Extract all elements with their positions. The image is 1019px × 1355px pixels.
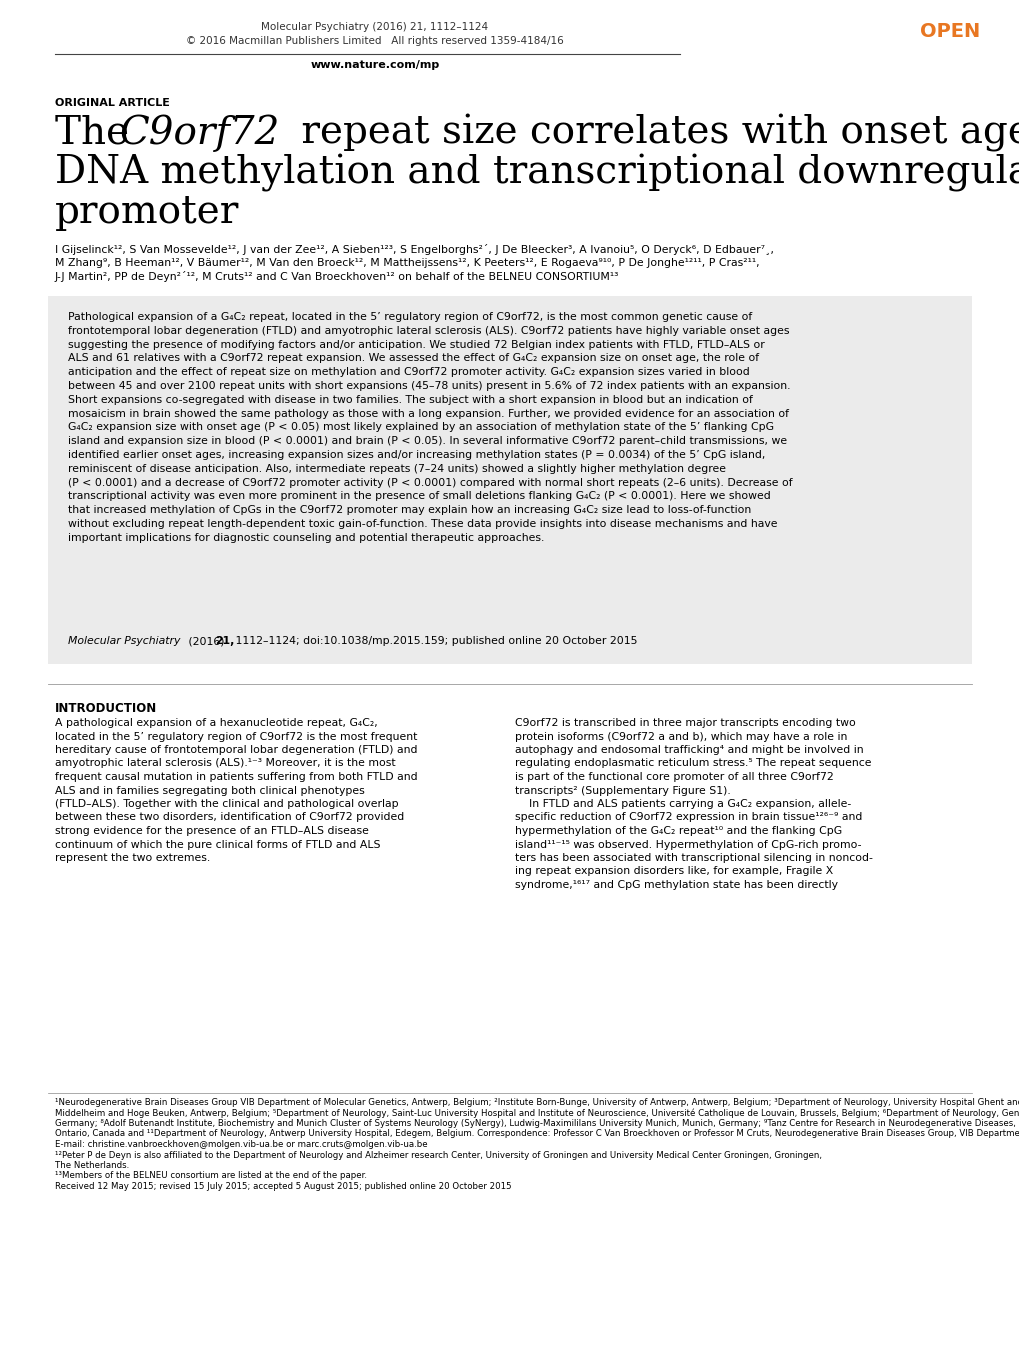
Text: INTRODUCTION: INTRODUCTION xyxy=(55,702,157,715)
Text: syndrome,¹⁶¹⁷ and CpG methylation state has been directly: syndrome,¹⁶¹⁷ and CpG methylation state … xyxy=(515,879,838,890)
Text: protein isoforms (C9orf72 a and b), which may have a role in: protein isoforms (C9orf72 a and b), whic… xyxy=(515,732,847,741)
Text: repeat size correlates with onset age of disease,: repeat size correlates with onset age of… xyxy=(288,114,1019,152)
Text: amyotrophic lateral sclerosis (ALS).¹⁻³ Moreover, it is the most: amyotrophic lateral sclerosis (ALS).¹⁻³ … xyxy=(55,759,395,768)
Text: Molecular Psychiatry: Molecular Psychiatry xyxy=(68,635,180,646)
Text: is part of the functional core promoter of all three C9orf72: is part of the functional core promoter … xyxy=(515,772,833,782)
Text: hereditary cause of frontotemporal lobar degeneration (FTLD) and: hereditary cause of frontotemporal lobar… xyxy=(55,745,417,755)
Text: mosaicism in brain showed the same pathology as those with a long expansion. Fur: mosaicism in brain showed the same patho… xyxy=(68,409,789,419)
Text: Ontario, Canada and ¹¹Department of Neurology, Antwerp University Hospital, Edeg: Ontario, Canada and ¹¹Department of Neur… xyxy=(55,1130,1019,1138)
Text: In FTLD and ALS patients carrying a G₄C₂ expansion, allele-: In FTLD and ALS patients carrying a G₄C₂… xyxy=(515,799,851,809)
Text: 21,: 21, xyxy=(215,635,234,646)
Text: ORIGINAL ARTICLE: ORIGINAL ARTICLE xyxy=(55,98,170,108)
Text: transcripts² (Supplementary Figure S1).: transcripts² (Supplementary Figure S1). xyxy=(515,786,730,795)
Text: island¹¹⁻¹⁵ was observed. Hypermethylation of CpG-rich promo-: island¹¹⁻¹⁵ was observed. Hypermethylati… xyxy=(515,840,861,850)
Text: 1112–1124; doi:10.1038/mp.2015.159; published online 20 October 2015: 1112–1124; doi:10.1038/mp.2015.159; publ… xyxy=(231,635,637,646)
Text: Short expansions co-segregated with disease in two families. The subject with a : Short expansions co-segregated with dise… xyxy=(68,394,752,405)
Text: important implications for diagnostic counseling and potential therapeutic appro: important implications for diagnostic co… xyxy=(68,533,544,543)
Bar xyxy=(48,295,971,664)
Text: anticipation and the effect of repeat size on methylation and C9orf72 promoter a: anticipation and the effect of repeat si… xyxy=(68,367,749,377)
Text: ¹²Peter P de Deyn is also affiliated to the Department of Neurology and Alzheime: ¹²Peter P de Deyn is also affiliated to … xyxy=(55,1150,821,1160)
Text: continuum of which the pure clinical forms of FTLD and ALS: continuum of which the pure clinical for… xyxy=(55,840,380,850)
Text: represent the two extremes.: represent the two extremes. xyxy=(55,854,210,863)
Text: ¹Neurodegenerative Brain Diseases Group VIB Department of Molecular Genetics, An: ¹Neurodegenerative Brain Diseases Group … xyxy=(55,1098,1019,1107)
Text: between these two disorders, identification of C9orf72 provided: between these two disorders, identificat… xyxy=(55,813,404,822)
Text: ¹³Members of the BELNEU consortium are listed at the end of the paper.: ¹³Members of the BELNEU consortium are l… xyxy=(55,1172,367,1180)
Text: (FTLD–ALS). Together with the clinical and pathological overlap: (FTLD–ALS). Together with the clinical a… xyxy=(55,799,398,809)
Text: frontotemporal lobar degeneration (FTLD) and amyotrophic lateral sclerosis (ALS): frontotemporal lobar degeneration (FTLD)… xyxy=(68,325,789,336)
Text: C9orf72: C9orf72 xyxy=(119,114,279,152)
Text: without excluding repeat length-dependent toxic gain-of-function. These data pro: without excluding repeat length-dependen… xyxy=(68,519,776,528)
Text: (P < 0.0001) and a decrease of C9orf72 promoter activity (P < 0.0001) compared w: (P < 0.0001) and a decrease of C9orf72 p… xyxy=(68,477,792,488)
Text: Received 12 May 2015; revised 15 July 2015; accepted 5 August 2015; published on: Received 12 May 2015; revised 15 July 20… xyxy=(55,1182,512,1191)
Text: G₄C₂ expansion size with onset age (P < 0.05) most likely explained by an associ: G₄C₂ expansion size with onset age (P < … xyxy=(68,423,773,432)
Text: OPEN: OPEN xyxy=(919,22,979,41)
Text: that increased methylation of CpGs in the C9orf72 promoter may explain how an in: that increased methylation of CpGs in th… xyxy=(68,505,751,515)
Text: ALS and 61 relatives with a C9orf72 repeat expansion. We assessed the effect of : ALS and 61 relatives with a C9orf72 repe… xyxy=(68,354,758,363)
Text: ters has been associated with transcriptional silencing in noncod-: ters has been associated with transcript… xyxy=(515,854,872,863)
Text: suggesting the presence of modifying factors and/or anticipation. We studied 72 : suggesting the presence of modifying fac… xyxy=(68,340,764,350)
Text: The: The xyxy=(55,114,142,150)
Text: E-mail: christine.vanbroeckhoven@molgen.vib-ua.be or marc.cruts@molgen.vib-ua.be: E-mail: christine.vanbroeckhoven@molgen.… xyxy=(55,1140,427,1149)
Text: promoter: promoter xyxy=(55,194,239,230)
Text: between 45 and over 2100 repeat units with short expansions (45–78 units) presen: between 45 and over 2100 repeat units wi… xyxy=(68,381,790,392)
Text: frequent causal mutation in patients suffering from both FTLD and: frequent causal mutation in patients suf… xyxy=(55,772,417,782)
Text: A pathological expansion of a hexanucleotide repeat, G₄C₂,: A pathological expansion of a hexanucleo… xyxy=(55,718,377,728)
Text: J-J Martin², PP de Deyn²´¹², M Cruts¹² and C Van Broeckhoven¹² on behalf of the : J-J Martin², PP de Deyn²´¹², M Cruts¹² a… xyxy=(55,271,619,282)
Text: reminiscent of disease anticipation. Also, intermediate repeats (7–24 units) sho: reminiscent of disease anticipation. Als… xyxy=(68,463,726,474)
Text: (2016) ​: (2016) ​ xyxy=(184,635,228,646)
Text: ing repeat expansion disorders like, for example, Fragile X: ing repeat expansion disorders like, for… xyxy=(515,866,833,877)
Text: M Zhang⁹, B Heeman¹², V Bäumer¹², M Van den Broeck¹², M Mattheijssens¹², K Peete: M Zhang⁹, B Heeman¹², V Bäumer¹², M Van … xyxy=(55,257,759,267)
Text: Germany; ⁸Adolf Butenandt Institute, Biochemistry and Munich Cluster of Systems : Germany; ⁸Adolf Butenandt Institute, Bio… xyxy=(55,1119,1019,1127)
Text: © 2016 Macmillan Publishers Limited   All rights reserved 1359-4184/16: © 2016 Macmillan Publishers Limited All … xyxy=(185,37,564,46)
Text: island and expansion size in blood (P < 0.0001) and brain (P < 0.05). In several: island and expansion size in blood (P < … xyxy=(68,436,787,446)
Text: located in the 5’ regulatory region of C9orf72 is the most frequent: located in the 5’ regulatory region of C… xyxy=(55,732,417,741)
Text: ALS and in families segregating both clinical phenotypes: ALS and in families segregating both cli… xyxy=(55,786,365,795)
Text: strong evidence for the presence of an FTLD–ALS disease: strong evidence for the presence of an F… xyxy=(55,827,369,836)
Text: www.nature.com/mp: www.nature.com/mp xyxy=(310,60,439,70)
Text: transcriptional activity was even more prominent in the presence of small deleti: transcriptional activity was even more p… xyxy=(68,492,770,501)
Text: I Gijselinck¹², S Van Mossevelde¹², J van der Zee¹², A Sieben¹²³, S Engelborghs²: I Gijselinck¹², S Van Mossevelde¹², J va… xyxy=(55,244,773,255)
Text: specific reduction of C9orf72 expression in brain tissue¹²⁶⁻⁹ and: specific reduction of C9orf72 expression… xyxy=(515,813,861,822)
Text: regulating endoplasmatic reticulum stress.⁵ The repeat sequence: regulating endoplasmatic reticulum stres… xyxy=(515,759,870,768)
Text: Molecular Psychiatry (2016) 21, 1112–1124: Molecular Psychiatry (2016) 21, 1112–112… xyxy=(261,22,488,33)
Text: hypermethylation of the G₄C₂ repeat¹⁰ and the flanking CpG: hypermethylation of the G₄C₂ repeat¹⁰ an… xyxy=(515,827,842,836)
Text: DNA methylation and transcriptional downregulation of the: DNA methylation and transcriptional down… xyxy=(55,154,1019,192)
Text: Middelheim and Hoge Beuken, Antwerp, Belgium; ⁵Department of Neurology, Saint-Lu: Middelheim and Hoge Beuken, Antwerp, Bel… xyxy=(55,1108,1019,1118)
Text: identified earlier onset ages, increasing expansion sizes and/or increasing meth: identified earlier onset ages, increasin… xyxy=(68,450,764,459)
Text: autophagy and endosomal trafficking⁴ and might be involved in: autophagy and endosomal trafficking⁴ and… xyxy=(515,745,863,755)
Text: C9orf72 is transcribed in three major transcripts encoding two: C9orf72 is transcribed in three major tr… xyxy=(515,718,855,728)
Text: The Netherlands.: The Netherlands. xyxy=(55,1161,129,1169)
Text: Pathological expansion of a G₄C₂ repeat, located in the 5’ regulatory region of : Pathological expansion of a G₄C₂ repeat,… xyxy=(68,312,752,322)
